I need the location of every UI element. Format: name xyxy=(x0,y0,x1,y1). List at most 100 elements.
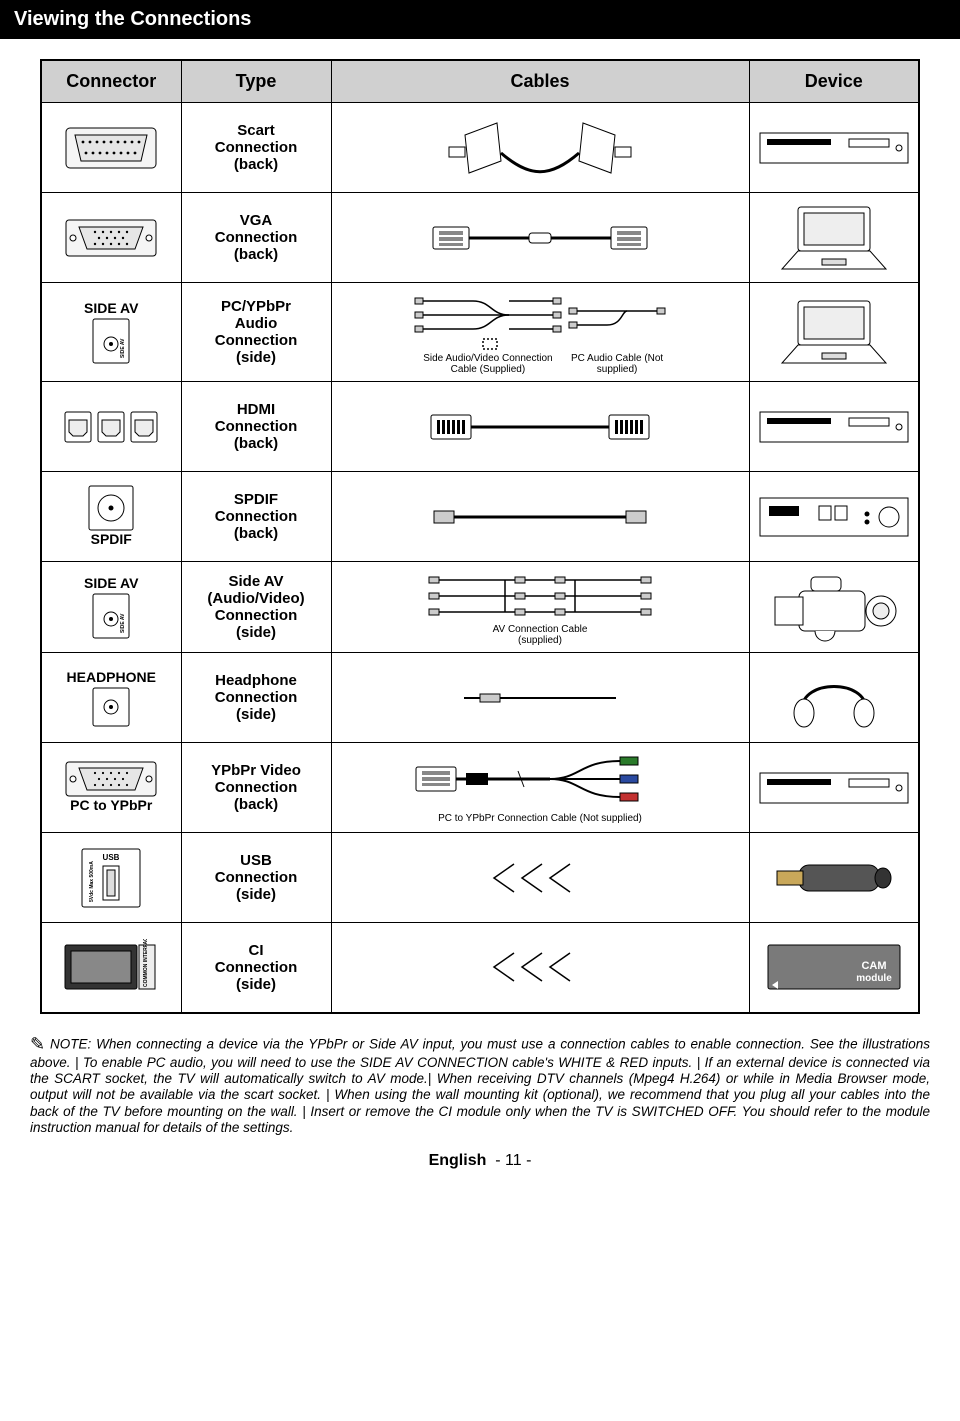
table-row: SIDE AV SIDE AV PC/YPbPr Audio Connectio… xyxy=(41,283,919,382)
connector-label: SIDE AV xyxy=(48,575,175,591)
connector-label: HEADPHONE xyxy=(48,669,175,685)
cables-cell: Side Audio/Video Connection Cable (Suppl… xyxy=(331,283,749,382)
dvd-player-icon xyxy=(759,127,909,169)
connections-table: Connector Type Cables Device Scart Conne… xyxy=(40,59,920,1014)
th-cables: Cables xyxy=(331,60,749,103)
table-row: USB 5Vdc Max 500mA USB Connection (side) xyxy=(41,833,919,923)
device-cell xyxy=(749,472,919,562)
svg-text:SIDE AV: SIDE AV xyxy=(120,613,126,633)
table-row: HEADPHONE Headphone Connection (side) xyxy=(41,653,919,743)
device-cell xyxy=(749,382,919,472)
spdif-port-icon xyxy=(88,485,134,531)
connector-cell: SIDE AV SIDE AV xyxy=(41,283,181,382)
connector-label: SIDE AV xyxy=(48,300,175,316)
dvd-player-icon xyxy=(759,406,909,448)
connector-label: PC to YPbPr xyxy=(48,797,175,813)
type-cell: VGA Connection (back) xyxy=(181,193,331,283)
svg-text:COMMON INTERFACE: COMMON INTERFACE xyxy=(143,939,149,987)
table-row: HDMI Connection (back) xyxy=(41,382,919,472)
note-text: NOTE: When connecting a device via the Y… xyxy=(30,1036,930,1135)
hdmi-cable-icon xyxy=(425,405,655,449)
cables-cell xyxy=(331,923,749,1013)
connector-cell xyxy=(41,382,181,472)
type-cell: CI Connection (side) xyxy=(181,923,331,1013)
svg-text:module: module xyxy=(856,973,892,984)
th-device: Device xyxy=(749,60,919,103)
footer-sep2: - xyxy=(522,1152,532,1169)
spdif-cable-icon xyxy=(430,502,650,532)
cable-caption-left: Side Audio/Video Connection Cable (Suppl… xyxy=(413,353,563,375)
connector-cell: SIDE AV SIDE AV xyxy=(41,562,181,653)
page-footer: English - 11 - xyxy=(0,1142,960,1184)
svg-text:USB: USB xyxy=(103,853,120,862)
cable-caption-right: PC Audio Cable (Not supplied) xyxy=(567,353,667,375)
pc-port-icon xyxy=(65,761,157,797)
svg-text:5Vdc Max 500mA: 5Vdc Max 500mA xyxy=(89,860,95,901)
main-content: Connector Type Cables Device Scart Conne… xyxy=(0,39,960,1024)
page-title-bar: Viewing the Connections xyxy=(0,0,960,39)
insert-arrows-icon xyxy=(480,858,600,898)
device-cell xyxy=(749,833,919,923)
vga-port-icon xyxy=(65,219,157,257)
device-cell xyxy=(749,653,919,743)
vga-cable-icon xyxy=(425,213,655,263)
type-cell: Headphone Connection (side) xyxy=(181,653,331,743)
table-row: SIDE AV SIDE AV Side AV (Audio/Video) Co… xyxy=(41,562,919,653)
connector-cell: COMMON INTERFACE xyxy=(41,923,181,1013)
hdmi-ports-icon xyxy=(61,406,161,448)
dvd-player-icon xyxy=(759,767,909,809)
type-cell: USB Connection (side) xyxy=(181,833,331,923)
device-cell xyxy=(749,193,919,283)
connector-cell: USB 5Vdc Max 500mA xyxy=(41,833,181,923)
cables-cell xyxy=(331,472,749,562)
av-cable-icon xyxy=(425,568,655,624)
pencil-icon: ✎ xyxy=(30,1034,45,1054)
th-connector: Connector xyxy=(41,60,181,103)
sideav-port-icon: SIDE AV xyxy=(92,318,130,364)
connector-cell: PC to YPbPr xyxy=(41,743,181,833)
svg-text:CAM: CAM xyxy=(861,960,886,972)
pc-audio-cable-icon xyxy=(567,289,667,353)
type-cell: Scart Connection (back) xyxy=(181,103,331,193)
device-cell xyxy=(749,283,919,382)
cable-caption: AV Connection Cable (supplied) xyxy=(493,624,588,646)
connector-cell: HEADPHONE xyxy=(41,653,181,743)
connector-label: SPDIF xyxy=(48,531,175,547)
usb-stick-icon xyxy=(769,855,899,901)
cables-cell xyxy=(331,193,749,283)
headphone-port-icon xyxy=(92,687,130,727)
th-type: Type xyxy=(181,60,331,103)
footer-page: 11 xyxy=(505,1152,522,1169)
scart-port-icon xyxy=(65,127,157,169)
svg-text:SIDE AV: SIDE AV xyxy=(120,338,126,358)
table-row: PC to YPbPr YPbPr Video Connection (back… xyxy=(41,743,919,833)
type-cell: SPDIF Connection (back) xyxy=(181,472,331,562)
cables-cell: AV Connection Cable (supplied) xyxy=(331,562,749,653)
footer-lang: English xyxy=(429,1152,487,1169)
cables-cell: PC to YPbPr Connection Cable (Not suppli… xyxy=(331,743,749,833)
laptop-icon xyxy=(774,203,894,273)
headphone-plug-icon xyxy=(460,686,620,710)
connector-cell xyxy=(41,103,181,193)
ypbpr-cable-icon xyxy=(410,751,670,807)
scart-cable-icon xyxy=(435,113,645,183)
type-cell: Side AV (Audio/Video) Connection (side) xyxy=(181,562,331,653)
table-row: Scart Connection (back) xyxy=(41,103,919,193)
table-row: SPDIF SPDIF Connection (back) xyxy=(41,472,919,562)
device-cell xyxy=(749,562,919,653)
cables-cell xyxy=(331,833,749,923)
cables-cell xyxy=(331,103,749,193)
cables-cell xyxy=(331,653,749,743)
table-row: COMMON INTERFACE CI Connection (side) CA… xyxy=(41,923,919,1013)
audio-cable-icon xyxy=(413,289,563,353)
connector-cell: SPDIF xyxy=(41,472,181,562)
ci-slot-icon: COMMON INTERFACE xyxy=(63,939,159,995)
cam-module-icon: CAM module xyxy=(764,941,904,993)
device-cell: CAM module xyxy=(749,923,919,1013)
connector-cell xyxy=(41,193,181,283)
footer-sep: - xyxy=(495,1152,505,1169)
laptop-icon xyxy=(774,297,894,367)
device-cell xyxy=(749,103,919,193)
type-cell: PC/YPbPr Audio Connection (side) xyxy=(181,283,331,382)
camcorder-icon xyxy=(769,569,899,645)
